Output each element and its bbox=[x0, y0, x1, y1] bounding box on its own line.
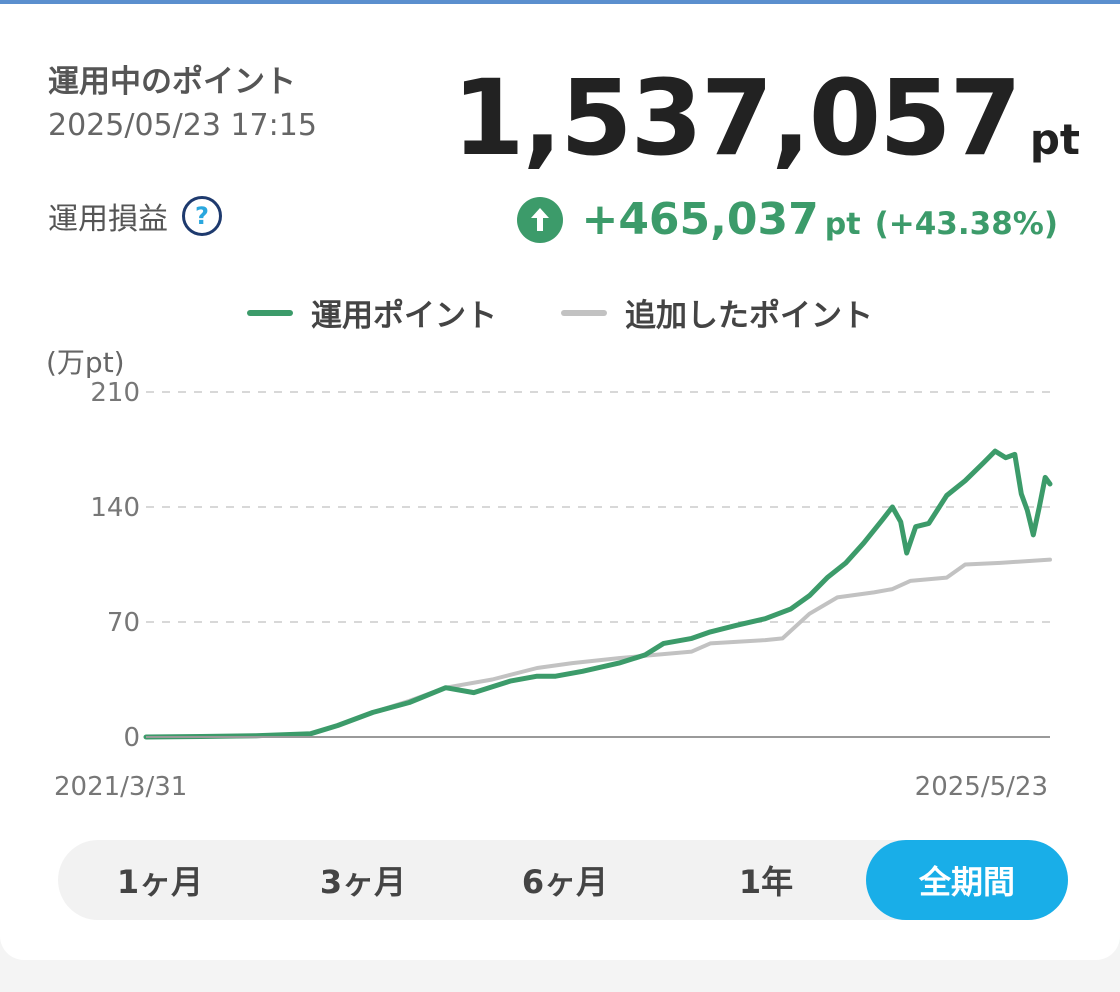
range-selector: 1ヶ月 3ヶ月 6ヶ月 1年 全期間 bbox=[58, 840, 1068, 920]
legend-swatch-managed bbox=[247, 309, 293, 316]
profit-loss-label-row: 運用損益 ? bbox=[48, 194, 222, 238]
y-tick-label-0: 0 bbox=[123, 723, 140, 753]
chart-unit-label: (万pt) bbox=[46, 346, 125, 379]
profit-loss-percent: (+43.38%) bbox=[874, 206, 1058, 242]
range-all-button[interactable]: 全期間 bbox=[866, 840, 1068, 920]
arrow-up-circle-icon bbox=[517, 196, 564, 243]
top-accent-rule bbox=[0, 0, 1120, 4]
y-tick-label-70: 70 bbox=[107, 608, 140, 638]
profit-loss-value: +465,037 pt (+43.38%) bbox=[517, 194, 1058, 245]
question-circle-icon[interactable]: ? bbox=[182, 196, 222, 236]
legend-label-added: 追加したポイント bbox=[625, 298, 873, 334]
legend-item-added: 追加したポイント bbox=[561, 290, 873, 335]
profit-loss-unit: pt bbox=[824, 207, 861, 242]
points-label: 運用中のポイント bbox=[48, 64, 296, 100]
x-tick-label-start: 2021/3/31 bbox=[54, 772, 187, 802]
y-tick-label-140: 140 bbox=[90, 493, 140, 523]
x-tick-label-end: 2025/5/23 bbox=[915, 772, 1048, 802]
profit-loss-label: 運用損益 bbox=[48, 202, 168, 237]
y-tick-label-210: 210 bbox=[90, 378, 140, 408]
balance-unit: pt bbox=[1029, 115, 1080, 164]
range-3-month-button[interactable]: 3ヶ月 bbox=[319, 863, 407, 901]
series-line-added-points bbox=[144, 557, 1052, 739]
line-chart: 0 70 140 210 2021/3/31 2025/5/23 bbox=[54, 378, 1053, 802]
range-1-month-button[interactable]: 1ヶ月 bbox=[116, 863, 204, 901]
legend-label-managed: 運用ポイント bbox=[311, 298, 497, 334]
portfolio-card: 運用中のポイント 2025/05/23 17:15 1,537,057 pt 運… bbox=[0, 4, 1120, 960]
series-line-managed-points bbox=[143, 448, 1053, 740]
legend-swatch-added bbox=[561, 309, 607, 316]
legend-item-managed: 運用ポイント bbox=[247, 290, 497, 335]
balance: 1,537,057 pt bbox=[452, 66, 1080, 170]
range-1-year-button[interactable]: 1年 bbox=[738, 863, 794, 901]
updated-timestamp: 2025/05/23 17:15 bbox=[48, 108, 317, 143]
chart-legend: 運用ポイント 追加したポイント bbox=[0, 290, 1120, 335]
range-6-month-button[interactable]: 6ヶ月 bbox=[521, 863, 609, 901]
profit-loss-amount: +465,037 bbox=[581, 194, 819, 245]
balance-value: 1,537,057 bbox=[452, 57, 1022, 179]
